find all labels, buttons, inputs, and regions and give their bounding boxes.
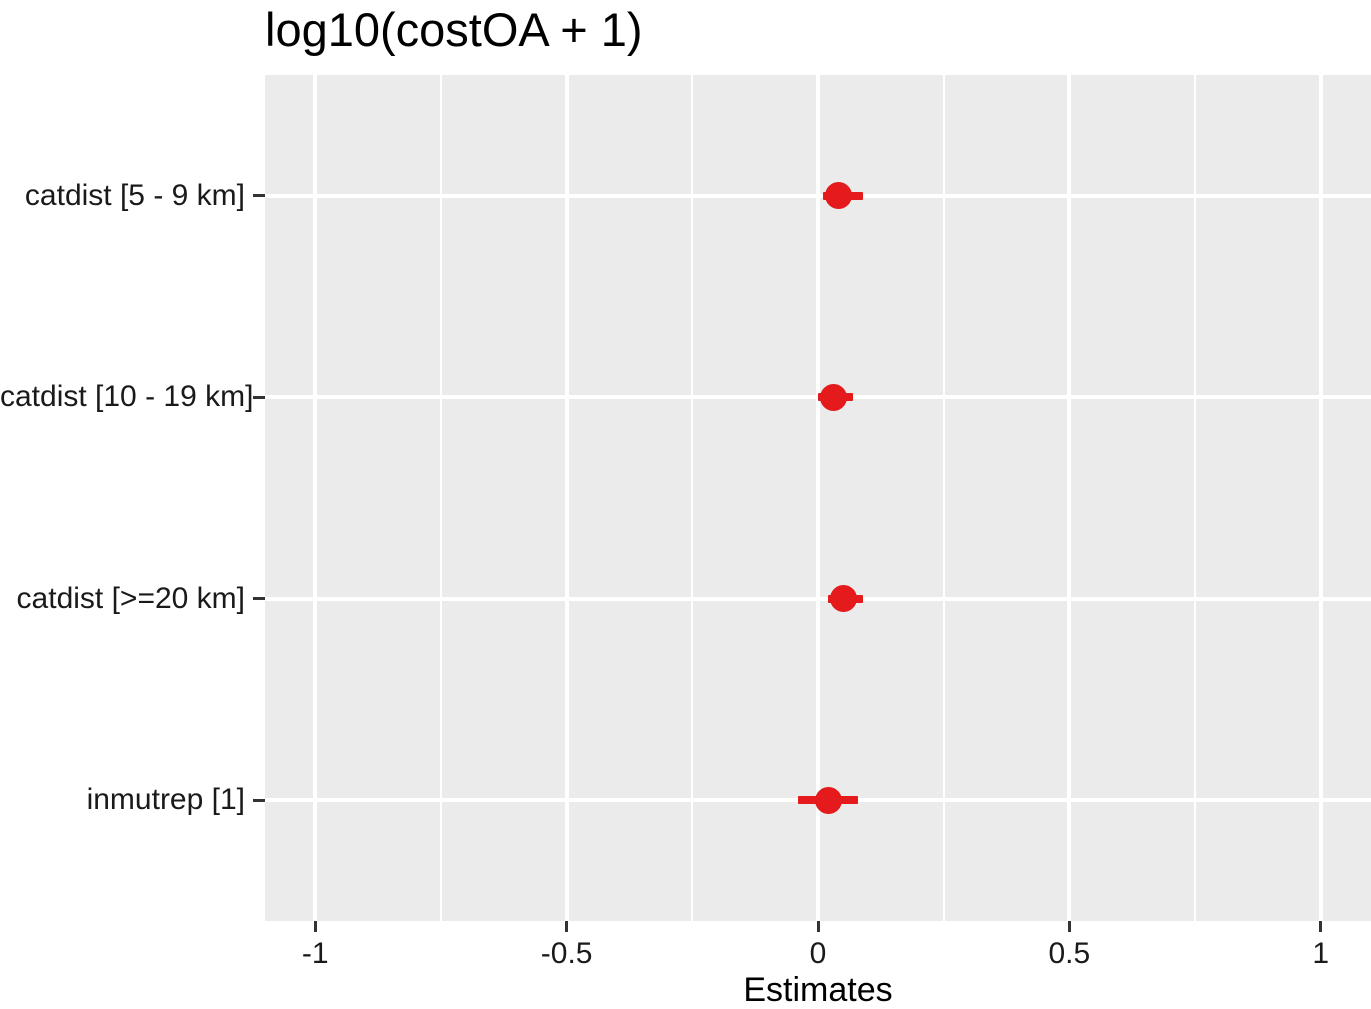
- point-estimate-dot: [829, 585, 857, 613]
- point-estimate-dot: [814, 786, 842, 814]
- gridline-minor-vertical: [1194, 75, 1197, 921]
- y-axis-category-label: inmutrep [1]: [86, 783, 245, 817]
- x-axis-tick-label: 0.5: [1048, 937, 1091, 970]
- point-estimate-dot: [824, 182, 852, 210]
- gridline-major-vertical: [1067, 75, 1072, 921]
- gridline-major-vertical: [313, 75, 318, 921]
- plot-panel: [265, 75, 1371, 921]
- y-axis-tick-mark: [253, 194, 265, 198]
- gridline-major-horizontal: [265, 596, 1371, 601]
- x-axis-tick-label: 0: [809, 937, 827, 970]
- gridline-major-horizontal: [265, 193, 1371, 198]
- x-axis-tick-mark: [816, 921, 820, 932]
- gridline-minor-vertical: [691, 75, 694, 921]
- gridline-major-vertical: [564, 75, 569, 921]
- x-axis-tick-mark: [313, 921, 317, 932]
- plot-title: log10(costOA + 1): [265, 3, 643, 56]
- point-estimate-dot: [819, 383, 847, 411]
- x-axis-tick-label: -1: [301, 937, 329, 970]
- x-axis-tick-mark: [1067, 921, 1071, 932]
- x-axis-tick-label: -0.5: [540, 937, 593, 970]
- x-axis-tick-label: 1: [1312, 937, 1330, 970]
- y-axis-category-label: catdist [>=20 km]: [16, 581, 245, 615]
- gridline-minor-vertical: [439, 75, 442, 921]
- y-axis-category-label: catdist [5 - 9 km]: [24, 178, 245, 212]
- gridline-minor-vertical: [942, 75, 945, 921]
- gridline-major-vertical: [1318, 75, 1323, 921]
- y-axis-category-label: catdist [10 - 19 km]: [0, 380, 254, 414]
- y-axis-tick-mark: [253, 798, 265, 802]
- y-axis-tick-mark: [253, 597, 265, 601]
- y-axis-tick-mark: [253, 395, 265, 399]
- gridline-major-vertical: [816, 75, 820, 921]
- x-axis-tick-mark: [1319, 921, 1323, 932]
- x-axis-tick-mark: [565, 921, 569, 932]
- x-axis-title: Estimates: [743, 971, 893, 1009]
